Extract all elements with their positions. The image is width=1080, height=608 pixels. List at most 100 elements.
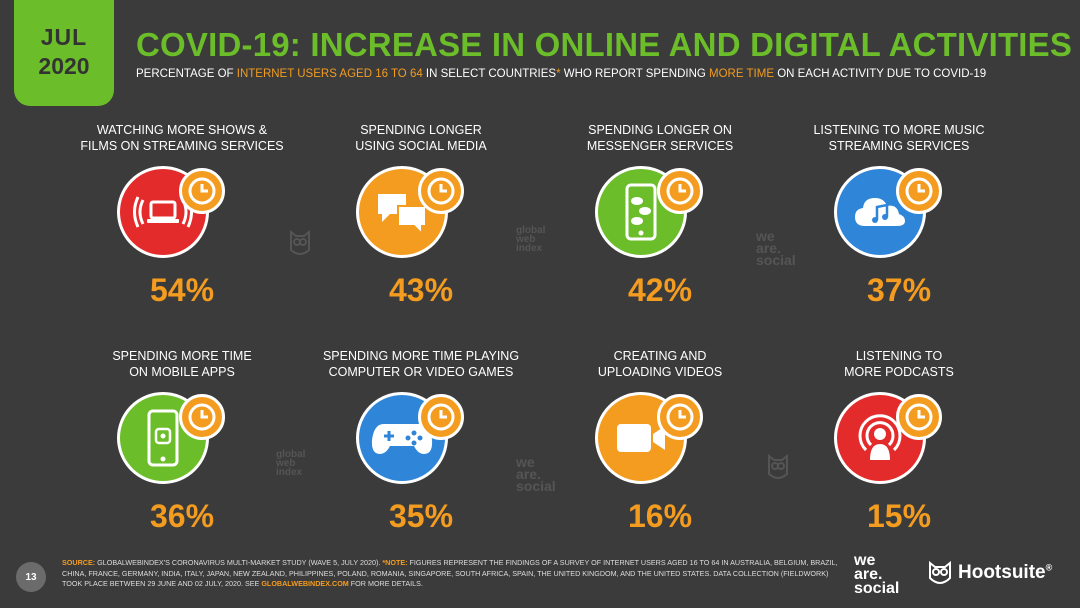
- clock-icon: [657, 394, 703, 440]
- activity-label-line: USING SOCIAL MEDIA: [355, 139, 487, 153]
- clock-icon: [896, 168, 942, 214]
- watermark-text: global: [516, 225, 546, 236]
- owl-logo-icon: [929, 560, 951, 584]
- watermark-text: are.: [756, 240, 781, 256]
- activity-card: SPENDING LONGER ON MESSENGER SERVICES 42%: [540, 122, 780, 309]
- subtitle-highlight: *: [556, 68, 561, 80]
- subtitle-highlight: MORE TIME: [709, 68, 774, 80]
- clock-icon: [896, 394, 942, 440]
- source-note: SOURCE: GLOBALWEBINDEX'S CORONAVIRUS MUL…: [62, 558, 842, 590]
- was-watermark: we are. social: [516, 454, 556, 494]
- clock-icon: [418, 394, 464, 440]
- watermark-text: index: [516, 243, 543, 254]
- activity-label: SPENDING MORE TIME PLAYING COMPUTER OR VI…: [301, 348, 541, 384]
- watermark-text: global: [276, 449, 306, 460]
- subtitle-part: PERCENTAGE OF: [136, 68, 237, 80]
- activity-icon-group: [346, 166, 496, 270]
- clock-icon: [179, 168, 225, 214]
- activity-label-line: SPENDING LONGER ON: [588, 123, 732, 137]
- hootsuite-logo: Hootsuite®: [928, 560, 1052, 586]
- owl-watermark-icon: [766, 452, 790, 483]
- activity-label-line: CREATING AND: [613, 349, 707, 363]
- note-label: *NOTE:: [382, 558, 408, 567]
- activity-percentage: 15%: [866, 498, 932, 534]
- activity-percentage: 35%: [388, 498, 454, 534]
- activity-icon-group: [824, 166, 974, 270]
- activity-percentage: 36%: [149, 498, 215, 534]
- watermark-text: we: [516, 454, 535, 470]
- activity-label-line: LISTENING TO: [855, 349, 943, 363]
- activity-card: LISTENING TO MORE PODCASTS 15%: [779, 348, 1019, 535]
- subtitle-part: WHO REPORT SPENDING: [560, 68, 710, 80]
- page-title: COVID-19: INCREASE IN ONLINE AND DIGITAL…: [136, 26, 1073, 63]
- note-tail: FOR MORE DETAILS.: [348, 579, 423, 588]
- activity-card: WATCHING MORE SHOWS & FILMS ON STREAMING …: [62, 122, 302, 309]
- source-text: GLOBALWEBINDEX'S CORONAVIRUS MULTI-MARKE…: [95, 558, 383, 567]
- activity-label-line: MORE PODCASTS: [844, 365, 954, 379]
- phone-chat-icon: [595, 166, 687, 258]
- activity-label-line: SPENDING MORE TIME: [112, 349, 252, 363]
- activity-label: SPENDING LONGER USING SOCIAL MEDIA: [301, 122, 541, 158]
- logo-text: Hootsuite®: [958, 562, 1052, 584]
- activity-card: LISTENING TO MORE MUSIC STREAMING SERVICE…: [779, 122, 1019, 309]
- was-watermark: we are. social: [756, 228, 796, 268]
- gwi-watermark: global web index: [516, 225, 546, 254]
- activity-label: SPENDING MORE TIME ON MOBILE APPS: [62, 348, 302, 384]
- activity-label-line: ON MOBILE APPS: [129, 365, 235, 379]
- activity-label-line: FILMS ON STREAMING SERVICES: [80, 139, 284, 153]
- subtitle-part: ON EACH ACTIVITY DUE TO COVID-19: [774, 68, 987, 80]
- logo-mark: ®: [1045, 562, 1053, 573]
- subtitle-part: IN SELECT COUNTRIES: [422, 68, 557, 80]
- activity-label: CREATING AND UPLOADING VIDEOS: [540, 348, 780, 384]
- logo-wordmark: Hootsuite: [958, 562, 1046, 583]
- activity-label-line: SPENDING MORE TIME PLAYING: [322, 349, 520, 363]
- watermark-text: web: [516, 234, 536, 245]
- activity-icon-group: [346, 392, 496, 496]
- page-subtitle: PERCENTAGE OF INTERNET USERS AGED 16 TO …: [136, 68, 986, 80]
- activity-label: LISTENING TO MORE MUSIC STREAMING SERVICE…: [779, 122, 1019, 158]
- badge-year: 2020: [38, 53, 90, 79]
- watermark-text: index: [276, 467, 303, 478]
- activity-card: SPENDING MORE TIME PLAYING COMPUTER OR VI…: [301, 348, 541, 535]
- activity-icon-group: [585, 166, 735, 270]
- subtitle-highlight: INTERNET USERS AGED 16 TO 64: [236, 68, 423, 80]
- logo-text: social: [854, 580, 900, 597]
- watermark-text: social: [516, 478, 556, 494]
- watermark-text: social: [756, 252, 796, 268]
- activity-label-line: LISTENING TO MORE MUSIC: [813, 123, 985, 137]
- logo-text: we: [854, 552, 876, 569]
- we-are-social-logo: we are. social: [854, 552, 900, 597]
- clock-icon: [418, 168, 464, 214]
- activity-percentage: 42%: [627, 272, 693, 308]
- watermark-text: web: [276, 458, 296, 469]
- activity-icon-group: [824, 392, 974, 496]
- activity-icon-group: [107, 166, 257, 270]
- activity-percentage: 16%: [627, 498, 693, 534]
- activity-card: SPENDING MORE TIME ON MOBILE APPS 36%: [62, 348, 302, 535]
- activity-icon-group: [585, 392, 735, 496]
- activity-icon-group: [107, 392, 257, 496]
- activity-label: WATCHING MORE SHOWS & FILMS ON STREAMING …: [62, 122, 302, 158]
- activity-label: LISTENING TO MORE PODCASTS: [779, 348, 1019, 384]
- activity-label-line: WATCHING MORE SHOWS &: [96, 123, 268, 137]
- owl-watermark-icon: [288, 228, 312, 259]
- activity-percentage: 54%: [149, 272, 215, 308]
- gwi-watermark: global web index: [276, 449, 306, 478]
- activity-percentage: 37%: [866, 272, 932, 308]
- watermark-text: we: [756, 228, 775, 244]
- note-text: FIGURES REPRESENT THE FINDINGS OF A SURV…: [62, 558, 838, 588]
- activity-label: SPENDING LONGER ON MESSENGER SERVICES: [540, 122, 780, 158]
- activity-label-line: UPLOADING VIDEOS: [597, 365, 723, 379]
- activity-card: CREATING AND UPLOADING VIDEOS 16%: [540, 348, 780, 535]
- activity-percentage: 43%: [388, 272, 454, 308]
- source-label: SOURCE:: [62, 558, 96, 567]
- watermark-text: are.: [516, 466, 541, 482]
- badge-month: JUL: [40, 24, 88, 50]
- date-badge: JUL 2020: [14, 0, 114, 106]
- source-link[interactable]: GLOBALWEBINDEX.COM: [261, 579, 349, 588]
- activity-label-line: SPENDING LONGER: [360, 123, 482, 137]
- activity-label-line: STREAMING SERVICES: [828, 139, 970, 153]
- activity-label-line: COMPUTER OR VIDEO GAMES: [328, 365, 514, 379]
- page-number: 13: [16, 562, 46, 592]
- logo-text: are.: [854, 566, 883, 583]
